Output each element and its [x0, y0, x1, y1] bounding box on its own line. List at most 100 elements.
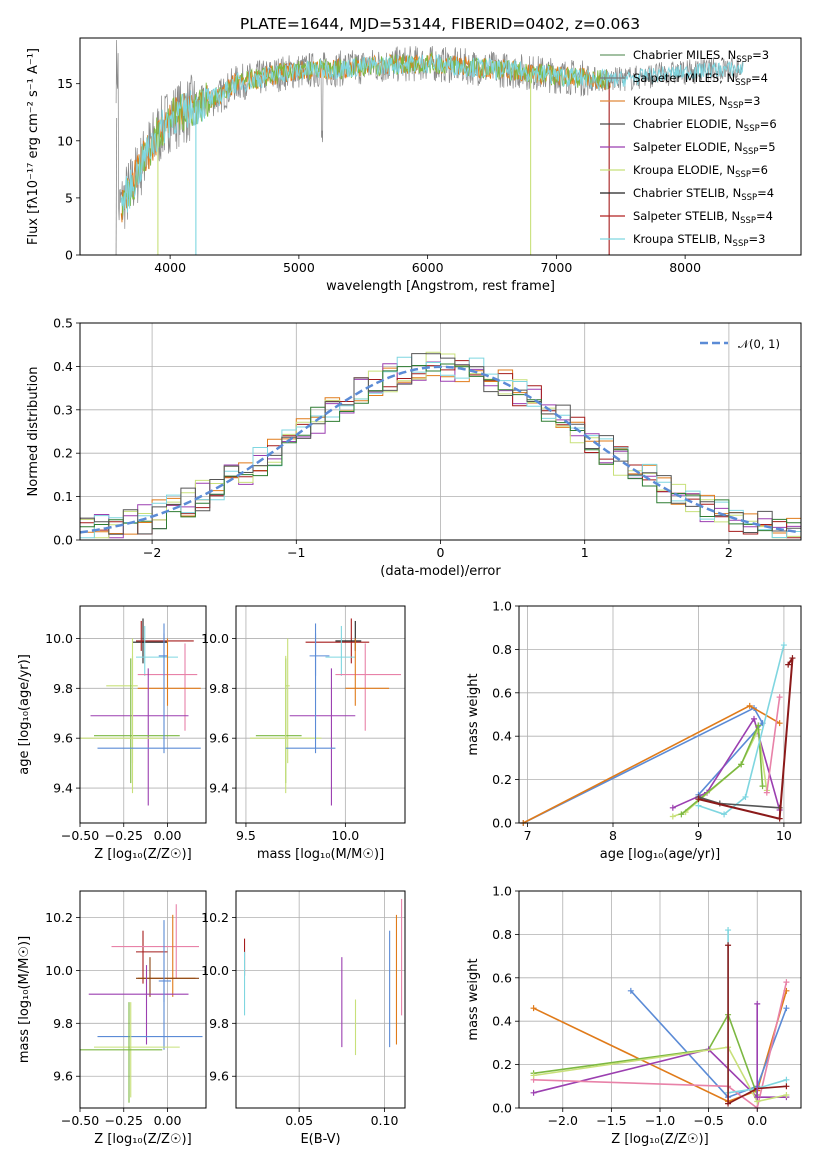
mass-weight-age-blue [522, 706, 764, 824]
mass-weight-z-orange-marker-0 [530, 1005, 537, 1012]
mass-weight-z-lime-marker-3 [783, 1091, 790, 1098]
mass-weight-age-green-marker-3 [759, 783, 766, 790]
y-tick-label: 0.6 [492, 970, 512, 985]
x-tick-label: 0.0 [747, 1113, 767, 1128]
mass-weight-age-red-marker-0 [695, 796, 702, 803]
y-tick-label: 0.1 [53, 489, 73, 504]
y-axis-label: mass weight [466, 958, 481, 1040]
mass-weight-z-purple2-marker-0 [754, 1000, 761, 1007]
y-tick-label: 10 [57, 133, 73, 148]
x-tick-label: 5000 [283, 260, 315, 275]
mass-weight-age-red-marker-1 [776, 815, 783, 822]
y-tick-label: 1.0 [492, 599, 512, 614]
y-tick-label: 10.2 [201, 910, 229, 925]
legend-entry-5: Kroupa ELODIE, NSSP=6 [633, 163, 768, 180]
y-tick-label: 0.4 [492, 729, 512, 744]
mass-weight-age-purple-marker-0 [669, 804, 676, 811]
mass-weight-age-cyan-marker-3 [780, 642, 787, 649]
spectrum-model-tail [607, 61, 744, 87]
legend-entry-4: Salpeter ELODIE, NSSP=5 [633, 140, 776, 157]
y-tick-label: 1.0 [492, 884, 512, 899]
x-tick-label: −0.5 [693, 1113, 723, 1128]
legend-entry-0: Chabrier MILES, NSSP=3 [633, 48, 769, 65]
x-tick-label: −1.0 [645, 1113, 675, 1128]
x-tick-label: −0.50 [61, 828, 99, 843]
y-tick-label: 9.6 [209, 731, 229, 746]
x-tick-label: 9.5 [236, 828, 256, 843]
x-axis-label: Z [log₁₀(Z/Z☉)] [94, 847, 191, 862]
x-tick-label: 7000 [540, 260, 572, 275]
y-tick-label: 0 [65, 248, 73, 263]
y-tick-label: 0.2 [492, 1057, 512, 1072]
mass-weight-age-pink-marker-1 [763, 789, 770, 796]
mass-weight-age-cyan-marker-2 [742, 793, 749, 800]
y-tick-label: 15 [57, 76, 73, 91]
x-tick-label: −1 [287, 545, 305, 560]
mass-weight-z-red [727, 945, 787, 1106]
x-tick-label: −2.0 [548, 1113, 578, 1128]
mass-weight-z-blue-marker-3 [783, 1005, 790, 1012]
mass-weight-age-green-marker-0 [678, 811, 685, 818]
legend-entry-1: Salpeter MILES, NSSP=4 [633, 71, 768, 88]
y-tick-label: 0.6 [492, 685, 512, 700]
spectrum-model-line-2 [120, 54, 611, 213]
x-tick-label: 6000 [412, 260, 444, 275]
x-tick-label: −1.5 [596, 1113, 626, 1128]
mass-weight-age-red [698, 657, 794, 820]
mass-weight-age-cyan-marker-1 [721, 811, 728, 818]
axes-frame-5 [79, 890, 207, 1109]
y-axis-label: age [log₁₀(age/yr)] [17, 654, 32, 775]
mass-weight-z-cyan-marker-3 [783, 1076, 790, 1083]
y-tick-label: 0.4 [492, 1014, 512, 1029]
x-tick-label: 1 [581, 545, 589, 560]
y-tick-label: 9.8 [53, 1016, 73, 1031]
y-tick-label: 0.8 [492, 927, 512, 942]
y-tick-label: 0.2 [53, 446, 73, 461]
y-tick-label: 0.4 [53, 359, 73, 374]
x-axis-label: age [log₁₀(age/yr)] [600, 847, 721, 862]
mass-weight-age-pink-marker-0 [776, 694, 783, 701]
mass-weight-z-lime [533, 1046, 787, 1103]
mass-weight-z-purple2-marker-1 [754, 1094, 761, 1101]
mass-weight-z-purple-marker-0 [530, 1089, 537, 1096]
x-axis-label: E(B-V) [300, 1132, 340, 1147]
legend-entry-3: Chabrier ELODIE, NSSP=6 [633, 117, 777, 134]
x-tick-label: 9 [694, 828, 702, 843]
mass-weight-age-green-marker-2 [755, 722, 762, 729]
mass-weight-z-red-marker-0 [725, 942, 732, 949]
y-axis-label: Normed distribution [26, 367, 41, 497]
legend-entry-normal: 𝒩(0, 1) [738, 337, 780, 351]
y-tick-label: 0.3 [53, 402, 73, 417]
mass-weight-age-lime-marker-0 [669, 813, 676, 820]
y-tick-label: 9.8 [53, 681, 73, 696]
legend-entry-2: Kroupa MILES, NSSP=3 [633, 94, 760, 111]
y-tick-label: 9.4 [209, 781, 229, 796]
x-tick-label: 0.10 [371, 1113, 399, 1128]
spectrum-model-line-0 [120, 53, 611, 223]
y-tick-label: 10.0 [201, 963, 229, 978]
mass-weight-z-lime-marker-0 [530, 1072, 537, 1079]
y-tick-label: 10.0 [45, 963, 73, 978]
x-tick-label: 0.00 [154, 828, 182, 843]
mass-weight-age-orange-marker-2 [776, 720, 783, 727]
x-axis-label: Z [log₁₀(Z/Z☉)] [611, 1132, 708, 1147]
mass-weight-z-purple [533, 1048, 787, 1098]
histogram-series-6 [80, 353, 801, 535]
y-tick-label: 0.0 [492, 1101, 512, 1116]
mass-weight-z-green [533, 1012, 758, 1096]
mass-weight-age-cyan [698, 644, 785, 816]
y-tick-label: 0.0 [492, 816, 512, 831]
y-tick-label: 9.8 [209, 1016, 229, 1031]
axes-frame-4 [518, 605, 802, 824]
legend-entry-6: Chabrier STELIB, NSSP=4 [633, 186, 774, 203]
mass-weight-z-pink-marker-3 [783, 979, 790, 986]
y-tick-label: 0.2 [492, 772, 512, 787]
spectrum-data-edge [115, 117, 118, 255]
axes-frame-2 [79, 605, 207, 824]
mass-weight-z-red-marker-3 [783, 1083, 790, 1090]
y-tick-label: 10.0 [45, 631, 73, 646]
x-tick-label: −0.25 [105, 1113, 143, 1128]
x-tick-label: 8 [609, 828, 617, 843]
mass-weight-age-green [680, 725, 764, 815]
